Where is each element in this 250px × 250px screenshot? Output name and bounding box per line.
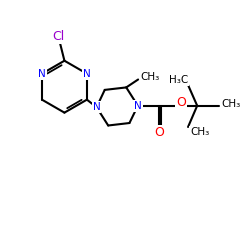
Text: CH₃: CH₃ <box>190 127 210 137</box>
Text: Cl: Cl <box>52 30 64 43</box>
Text: N: N <box>83 69 91 79</box>
Text: N: N <box>93 102 100 112</box>
Text: N: N <box>38 69 46 79</box>
Text: N: N <box>134 101 142 111</box>
Text: O: O <box>154 126 164 139</box>
Text: O: O <box>176 96 186 109</box>
Text: H₃C: H₃C <box>168 75 188 85</box>
Text: CH₃: CH₃ <box>140 72 160 82</box>
Text: CH₃: CH₃ <box>222 99 241 109</box>
